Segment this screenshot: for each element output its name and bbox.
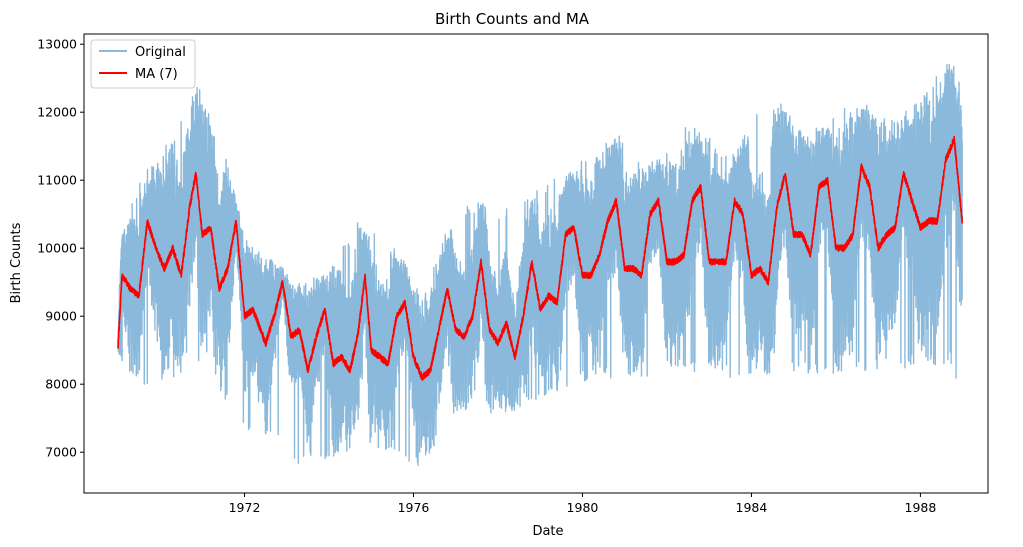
y-axis-label: Birth Counts [9, 222, 24, 303]
legend-ma-label: MA (7) [135, 67, 178, 82]
x-tick-label: 1988 [905, 500, 937, 515]
x-tick-label: 1980 [567, 500, 599, 515]
ma-series [117, 135, 963, 381]
ma-line [117, 135, 963, 381]
legend[interactable]: Original MA (7) [90, 39, 196, 89]
original-series [117, 63, 963, 467]
x-axis-label: Date [532, 524, 563, 539]
y-tick-label: 7000 [45, 445, 77, 460]
x-tick-label: 1984 [736, 500, 768, 515]
y-tick-label: 13000 [37, 37, 77, 52]
y-tick-label: 9000 [45, 309, 77, 324]
x-axis: 1972 1976 1980 1984 1988 [229, 493, 937, 515]
y-tick-label: 8000 [45, 377, 77, 392]
y-tick-label: 11000 [37, 173, 77, 188]
x-tick-label: 1972 [229, 500, 261, 515]
plot-area [83, 33, 989, 494]
legend-original-label: Original [135, 45, 186, 60]
chart-title: Birth Counts and MA [435, 10, 590, 28]
x-tick-label: 1976 [398, 500, 430, 515]
y-tick-label: 10000 [37, 241, 77, 256]
original-line [117, 63, 963, 467]
y-axis: 7000 8000 9000 10000 11000 12000 13000 [37, 37, 84, 460]
y-tick-label: 12000 [37, 105, 77, 120]
plot-frame [83, 33, 989, 494]
